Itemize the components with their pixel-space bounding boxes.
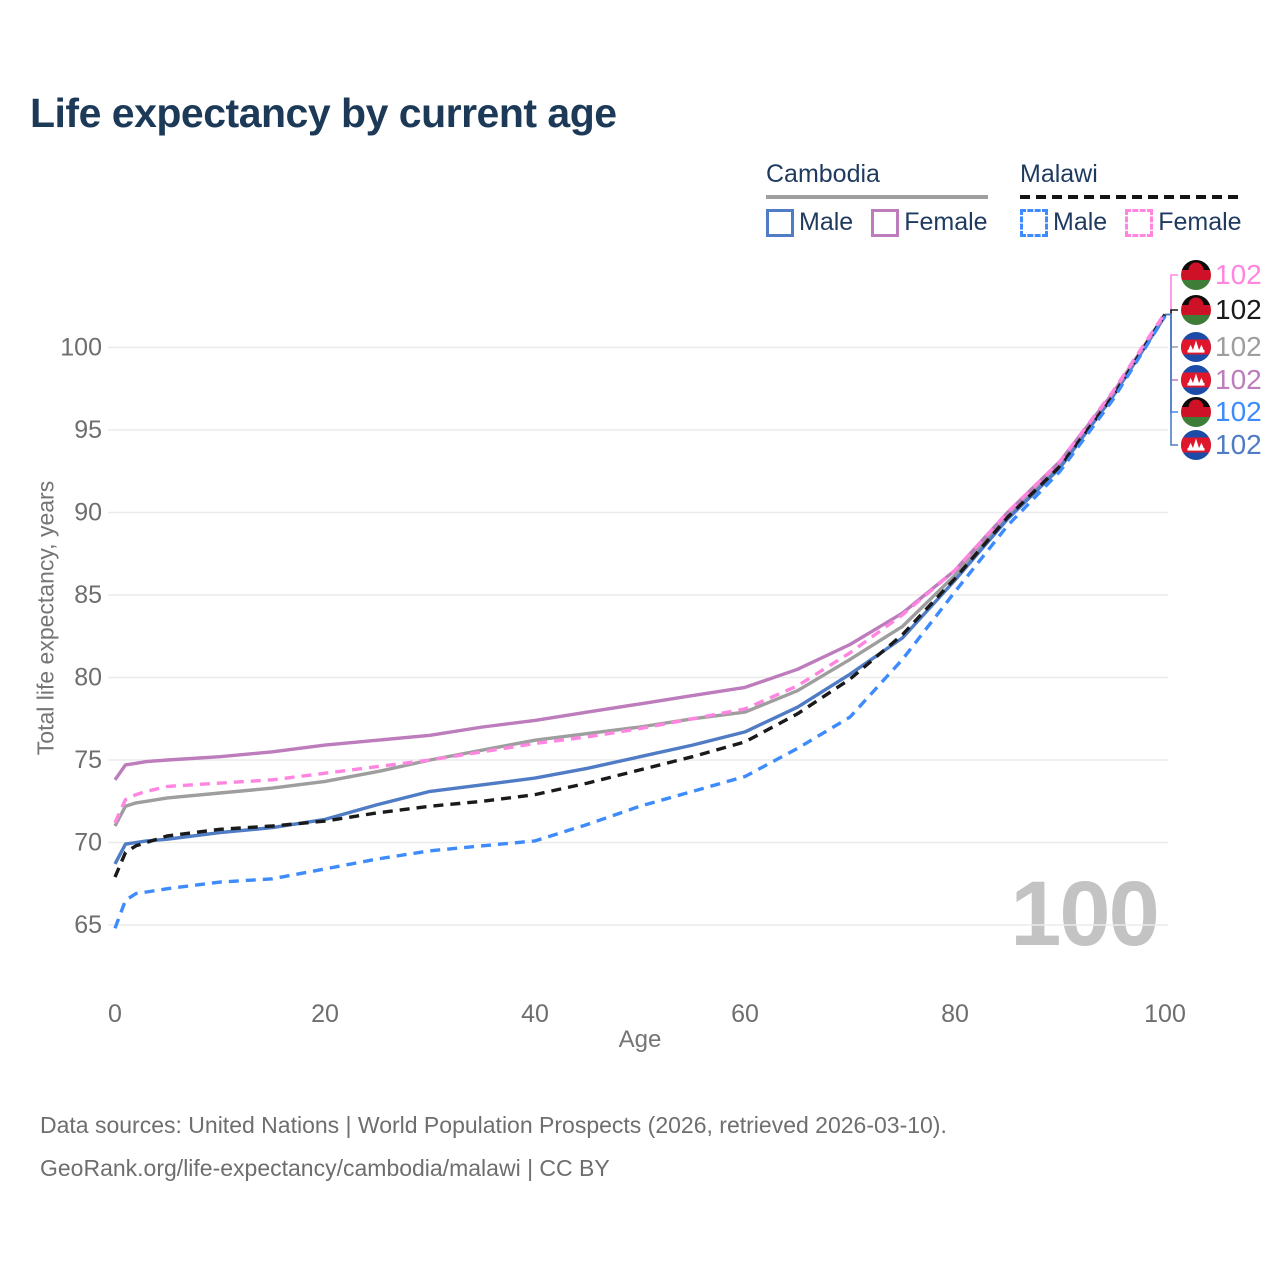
end-value-label: 102 <box>1215 331 1262 362</box>
legend-country-malawi-label: Malawi <box>1020 160 1098 188</box>
y-tick-label: 90 <box>74 499 102 527</box>
attribution-footer: Data sources: United Nations | World Pop… <box>40 1104 947 1190</box>
y-tick-label: 95 <box>74 416 102 444</box>
legend-country-cambodia-label: Cambodia <box>766 160 880 188</box>
y-axis-ticks: 65 70 75 80 85 90 95 100 <box>60 334 102 940</box>
x-tick-label: 60 <box>731 1000 759 1028</box>
cambodia-male-swatch-icon <box>766 208 794 237</box>
end-value-label: 102 <box>1215 364 1262 395</box>
legend-label: Male <box>1053 208 1108 236</box>
legend-label: Female <box>1158 208 1242 236</box>
legend-item-malawi-male[interactable]: Male <box>1020 208 1107 237</box>
legend-item-cambodia-female[interactable]: Female <box>871 208 988 237</box>
malawi-male-swatch-icon <box>1020 208 1048 237</box>
gridlines <box>108 346 1168 926</box>
end-value-label: 102 <box>1215 259 1262 290</box>
end-value-label: 102 <box>1215 294 1262 325</box>
cambodia-solid-line-key <box>766 195 988 199</box>
x-axis-title: Age <box>618 1026 662 1053</box>
malawi-flag-icon <box>1181 397 1211 427</box>
y-tick-label: 80 <box>74 664 102 692</box>
cambodia-female-swatch-icon <box>871 208 900 237</box>
legend-country-malawi[interactable]: Malawi <box>1020 160 1242 199</box>
y-axis-title: Total life expectancy, years <box>32 480 59 756</box>
x-tick-label: 80 <box>941 1000 969 1028</box>
source-url-line: GeoRank.org/life-expectancy/cambodia/mal… <box>40 1155 610 1181</box>
legend-item-cambodia-male[interactable]: Male <box>766 208 853 237</box>
x-tick-label: 0 <box>108 1000 122 1028</box>
series-lines <box>113 311 1167 929</box>
x-tick-label: 40 <box>521 1000 549 1028</box>
end-label-connector <box>1165 313 1178 446</box>
end-value-label: 102 <box>1215 429 1262 460</box>
legend-group-cambodia: Cambodia Male Female <box>766 160 988 237</box>
end-value-label: 102 <box>1215 396 1262 427</box>
chart-legend: Cambodia Male Female Malawi <box>766 160 1256 240</box>
malawi-flag-icon <box>1181 260 1211 290</box>
malawi-flag-icon <box>1181 295 1211 325</box>
legend-item-malawi-female[interactable]: Female <box>1125 208 1242 237</box>
y-tick-label: 70 <box>74 829 102 857</box>
x-tick-label: 100 <box>1144 1000 1186 1028</box>
current-age-watermark: 100 <box>1010 862 1159 967</box>
y-tick-label: 65 <box>74 911 102 939</box>
series-line-malawi-male <box>113 315 1167 929</box>
y-tick-label: 75 <box>74 746 102 774</box>
legend-label: Male <box>799 208 854 236</box>
cambodia-flag-icon <box>1181 332 1211 362</box>
series-line-malawi-female <box>113 311 1167 824</box>
cambodia-flag-icon <box>1181 430 1211 460</box>
legend-country-cambodia[interactable]: Cambodia <box>766 160 988 199</box>
legend-label: Female <box>904 208 988 236</box>
series-line-malawi-total <box>113 313 1167 878</box>
x-tick-label: 20 <box>311 1000 339 1028</box>
x-axis-ticks: 0 20 40 60 80 100 <box>108 1000 1186 1028</box>
series-line-cambodia-total <box>113 313 1167 827</box>
page-title: Life expectancy by current age <box>30 90 617 136</box>
plot-hover-area[interactable] <box>108 300 1168 940</box>
malawi-dashed-line-key <box>1020 195 1242 199</box>
cambodia-flag-icon <box>1181 365 1211 395</box>
legend-group-malawi: Malawi Male Female <box>1020 160 1242 237</box>
y-tick-label: 85 <box>74 581 102 609</box>
malawi-female-swatch-icon <box>1125 208 1154 237</box>
y-tick-label: 100 <box>60 334 102 362</box>
data-sources-line: Data sources: United Nations | World Pop… <box>40 1112 947 1138</box>
